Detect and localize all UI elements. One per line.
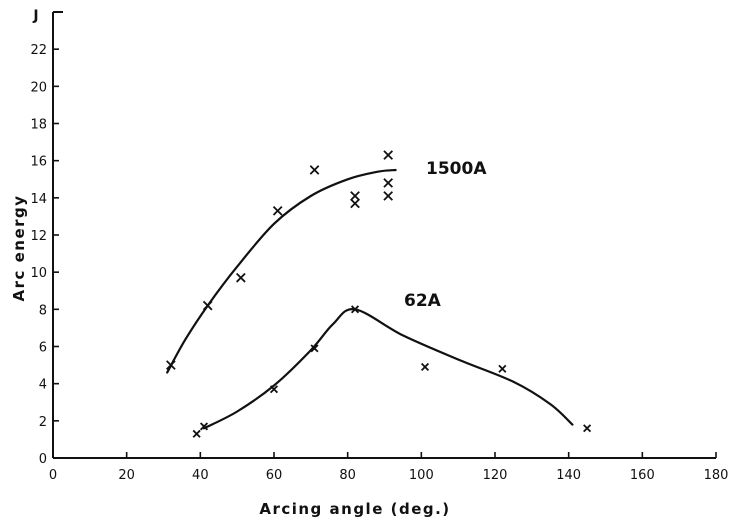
x-tick-label: 140 bbox=[556, 468, 581, 483]
data-point bbox=[310, 344, 319, 353]
y-tick-label: 6 bbox=[39, 341, 47, 356]
data-point bbox=[199, 422, 209, 431]
x-tick-label: 0 bbox=[49, 468, 57, 483]
data-point bbox=[350, 191, 360, 201]
x-axis-title: Arcing angle (deg.) bbox=[259, 500, 450, 518]
x-tick-label: 180 bbox=[704, 468, 729, 483]
y-tick-label: 4 bbox=[39, 378, 47, 393]
data-point bbox=[166, 360, 176, 370]
data-point bbox=[498, 364, 507, 373]
y-tick-label: 18 bbox=[30, 118, 47, 133]
data-point bbox=[202, 300, 213, 311]
series-curve-0 bbox=[166, 168, 397, 374]
labels: J Arcing angle (deg.) Arc energy 1500A 6… bbox=[10, 8, 487, 518]
y-tick-label: 12 bbox=[30, 229, 47, 244]
y-tick-label: 0 bbox=[39, 452, 47, 467]
y-tick-label: 16 bbox=[30, 155, 47, 170]
series-curve-1 bbox=[202, 308, 574, 430]
y-tick-label: 8 bbox=[39, 303, 47, 318]
y-tick-label: 20 bbox=[30, 80, 47, 95]
data-point bbox=[350, 305, 360, 314]
x-tick-label: 80 bbox=[339, 468, 356, 483]
y-tick-label: 2 bbox=[39, 415, 47, 430]
series-markers bbox=[166, 150, 592, 438]
y-tick-label: 14 bbox=[30, 192, 47, 207]
data-point bbox=[420, 362, 430, 371]
x-tick-label: 100 bbox=[409, 468, 434, 483]
x-tick-label: 60 bbox=[266, 468, 283, 483]
series-label-1500a: 1500A bbox=[426, 159, 487, 179]
data-point bbox=[383, 178, 394, 188]
y-unit-label: J bbox=[32, 8, 38, 24]
y-tick-label: 22 bbox=[30, 43, 47, 58]
y-tick-label: 10 bbox=[30, 266, 47, 281]
x-tick-label: 20 bbox=[118, 468, 135, 483]
data-point bbox=[583, 424, 592, 433]
axes: 0 20 40 60 80 100 120 140 160 180 0 2 4 6 8 10 12 14 16 18 2… bbox=[30, 11, 729, 483]
series-curves bbox=[166, 168, 574, 430]
data-point bbox=[269, 385, 279, 394]
data-point bbox=[309, 165, 320, 175]
data-point bbox=[192, 429, 201, 438]
series-label-62a: 62A bbox=[404, 291, 442, 311]
y-axis-title: Arc energy bbox=[10, 194, 28, 301]
data-point bbox=[383, 150, 394, 160]
x-tick-label: 160 bbox=[630, 468, 655, 483]
data-point bbox=[383, 191, 394, 201]
data-point bbox=[236, 272, 246, 283]
x-tick-label: 120 bbox=[483, 468, 508, 483]
data-point bbox=[272, 206, 283, 216]
x-tick-label: 40 bbox=[192, 468, 209, 483]
data-point bbox=[350, 198, 360, 209]
